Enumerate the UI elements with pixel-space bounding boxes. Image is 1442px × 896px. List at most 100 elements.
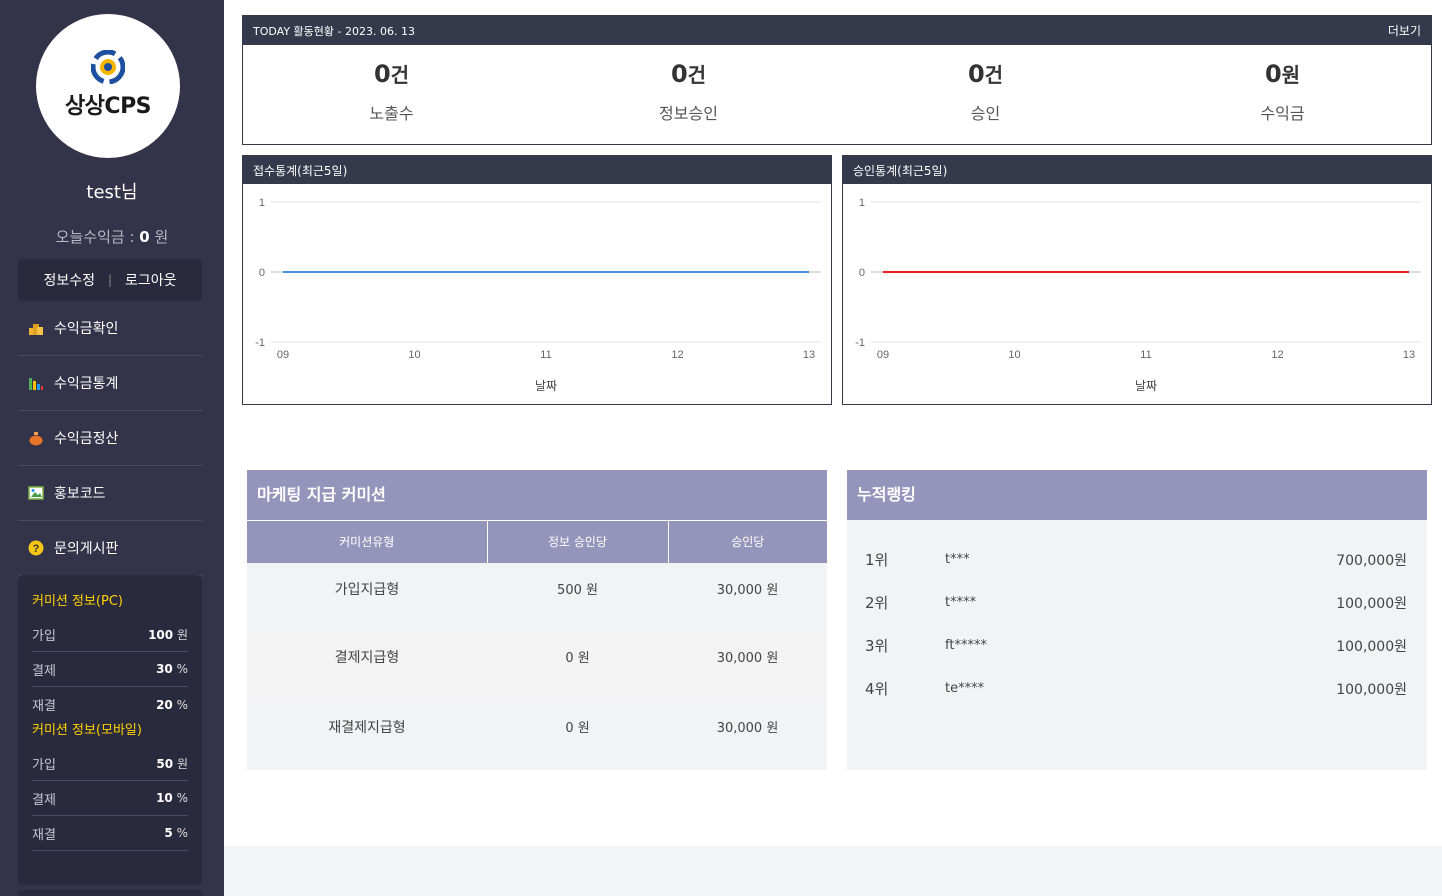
- rank-user: t***: [945, 552, 970, 567]
- commission-row: 결제 30 %: [32, 652, 188, 687]
- commission-row: 결제 10 %: [32, 781, 188, 816]
- stat-info-approval: 0건 정보승인: [540, 45, 837, 145]
- today-activity-header: TODAY 활동현황 - 2023. 06. 13 더보기: [243, 16, 1431, 45]
- stat-value: 0: [1264, 60, 1282, 88]
- x-tick-label: 12: [1271, 349, 1283, 361]
- footer-strip: [224, 846, 1442, 896]
- commission-value: 5 %: [164, 826, 188, 840]
- rank-amount: 100,000원: [1336, 638, 1407, 655]
- cumulative-ranking-title: 누적랭킹: [847, 470, 1427, 520]
- table-cell: 30,000 원: [668, 562, 827, 631]
- commission-row: 가입 50 원: [32, 746, 188, 781]
- receipt-stats-panel: 접수통계(최근5일) 1 0 -1 09 10 11 12 13 날짜: [242, 155, 832, 405]
- commission-label: 가입: [32, 628, 56, 644]
- rank-user: t****: [945, 595, 977, 610]
- sidebar-item-label: 홍보코드: [54, 486, 106, 502]
- sidebar-item-label: 수익금통계: [54, 376, 119, 392]
- approval-stats-header: 승인통계(최근5일): [843, 156, 1431, 184]
- sidebar-item-promo-code[interactable]: 홍보코드: [18, 466, 202, 521]
- receipt-stats-header: 접수통계(최근5일): [243, 156, 831, 184]
- rank-user: te****: [945, 681, 985, 696]
- sidebar: 상상CPS test님 오늘수익금 : 0 원 정보수정 | 로그아웃 수익금확…: [0, 0, 224, 896]
- sidebar-item-earnings-settlement[interactable]: 수익금정산: [18, 411, 202, 466]
- table-cell: 30,000 원: [668, 700, 827, 769]
- cumulative-ranking-panel: 누적랭킹 1위 t*** 700,000원 2위 t**** 100,000원 …: [847, 470, 1427, 770]
- rank-amount: 100,000원: [1336, 681, 1407, 698]
- today-activity-title: TODAY 활동현황 - 2023. 06. 13: [253, 24, 415, 38]
- approval-stats-title: 승인통계(최근5일): [853, 163, 948, 178]
- marketing-commission-table: 커미션유형 정보 승인당 승인당 가입지급형 500 원 30,000 원 결제…: [247, 520, 827, 769]
- logout-link[interactable]: 로그아웃: [125, 273, 177, 289]
- image-icon: [28, 486, 44, 500]
- table-cell: 0 원: [487, 630, 668, 701]
- commission-row: 가입 100 원: [32, 617, 188, 652]
- table-row: 재결제지급형 0 원 30,000 원: [247, 700, 827, 769]
- stat-unit: 건: [984, 63, 1004, 87]
- x-tick-label: 11: [540, 349, 551, 361]
- commission-value: 30 %: [156, 662, 188, 676]
- table-cell: 30,000 원: [668, 630, 827, 701]
- sidebar-item-inquiry-board[interactable]: ? 문의게시판: [18, 521, 202, 576]
- rank-position: 4위: [865, 680, 889, 698]
- table-row: 가입지급형 500 원 30,000 원: [247, 562, 827, 631]
- sidebar-item-earnings-stats[interactable]: 수익금통계: [18, 356, 202, 411]
- logo-mark-icon: [91, 50, 125, 84]
- rank-position: 3위: [865, 637, 889, 655]
- x-tick-label: 11: [1140, 349, 1151, 361]
- list-item: 2위 t**** 100,000원: [847, 581, 1427, 624]
- question-icon: ?: [28, 540, 44, 556]
- user-name: test님: [86, 182, 138, 203]
- x-tick-label: 10: [1008, 349, 1020, 361]
- commission-pc-title: 커미션 정보(PC): [32, 594, 123, 609]
- table-header-row: 커미션유형 정보 승인당 승인당: [247, 520, 827, 563]
- commission-label: 결제: [32, 663, 56, 679]
- svg-text:?: ?: [33, 543, 40, 555]
- commission-label: 재결: [32, 827, 56, 843]
- table-header: 커미션유형: [247, 520, 487, 563]
- y-tick-label: 1: [859, 197, 865, 209]
- stat-label: 정보승인: [659, 104, 718, 123]
- table-row: 결제지급형 0 원 30,000 원: [247, 630, 827, 701]
- stat-value: 0: [670, 60, 688, 88]
- commission-label: 재결: [32, 699, 56, 714]
- marketing-commission-panel: 마케팅 지급 커미션 커미션유형 정보 승인당 승인당 가입지급형 500 원 …: [247, 470, 827, 770]
- edit-info-link[interactable]: 정보수정: [43, 273, 95, 289]
- rank-user: ft*****: [945, 638, 987, 653]
- commission-value: 100 원: [148, 627, 188, 642]
- commission-label: 가입: [32, 757, 56, 773]
- x-tick-label: 09: [277, 349, 289, 361]
- marketing-commission-title: 마케팅 지급 커미션: [247, 470, 827, 520]
- coins-icon: [29, 324, 43, 335]
- stat-label: 수익금: [1260, 104, 1305, 123]
- x-tick-label: 09: [877, 349, 889, 361]
- x-tick-label: 13: [803, 349, 815, 361]
- rank-position: 2위: [865, 594, 889, 612]
- x-tick-label: 13: [1403, 349, 1415, 361]
- commission-value: 20 %: [156, 697, 188, 712]
- stat-impressions: 0건 노출수: [243, 45, 540, 145]
- today-earnings-value: 0: [139, 228, 150, 246]
- bar-chart-icon: [29, 378, 43, 390]
- logo[interactable]: 상상CPS: [36, 14, 180, 158]
- list-item: 4위 te**** 100,000원: [847, 667, 1427, 710]
- commission-label: 결제: [32, 792, 56, 808]
- commission-info-box: 커미션 정보(PC) 가입 100 원 결제 30 % 재결 20 % 커미션 …: [18, 575, 202, 885]
- stat-label: 노출수: [369, 104, 414, 123]
- stat-value: 0: [373, 60, 391, 88]
- more-link[interactable]: 더보기: [1387, 24, 1421, 38]
- x-axis-label: 날짜: [1135, 379, 1157, 393]
- table-header: 정보 승인당: [486, 520, 668, 563]
- logo-text: 상상CPS: [64, 94, 152, 119]
- x-tick-label: 10: [408, 349, 420, 361]
- divider: |: [107, 273, 113, 287]
- commission-mobile-title: 커미션 정보(모바일): [32, 723, 142, 738]
- sidebar-item-label: 수익금확인: [54, 321, 119, 337]
- sidebar-item-earnings-check[interactable]: 수익금확인: [18, 301, 202, 356]
- today-earnings-label: 오늘수익금 :: [55, 228, 135, 246]
- y-tick-label: -1: [855, 337, 865, 349]
- stat-unit: 건: [390, 63, 410, 87]
- today-earnings-unit: 원: [154, 228, 169, 246]
- approval-stats-panel: 승인통계(최근5일) 1 0 -1 09 10 11 12 13 날짜: [842, 155, 1432, 405]
- commission-row: 재결 5 %: [32, 816, 188, 851]
